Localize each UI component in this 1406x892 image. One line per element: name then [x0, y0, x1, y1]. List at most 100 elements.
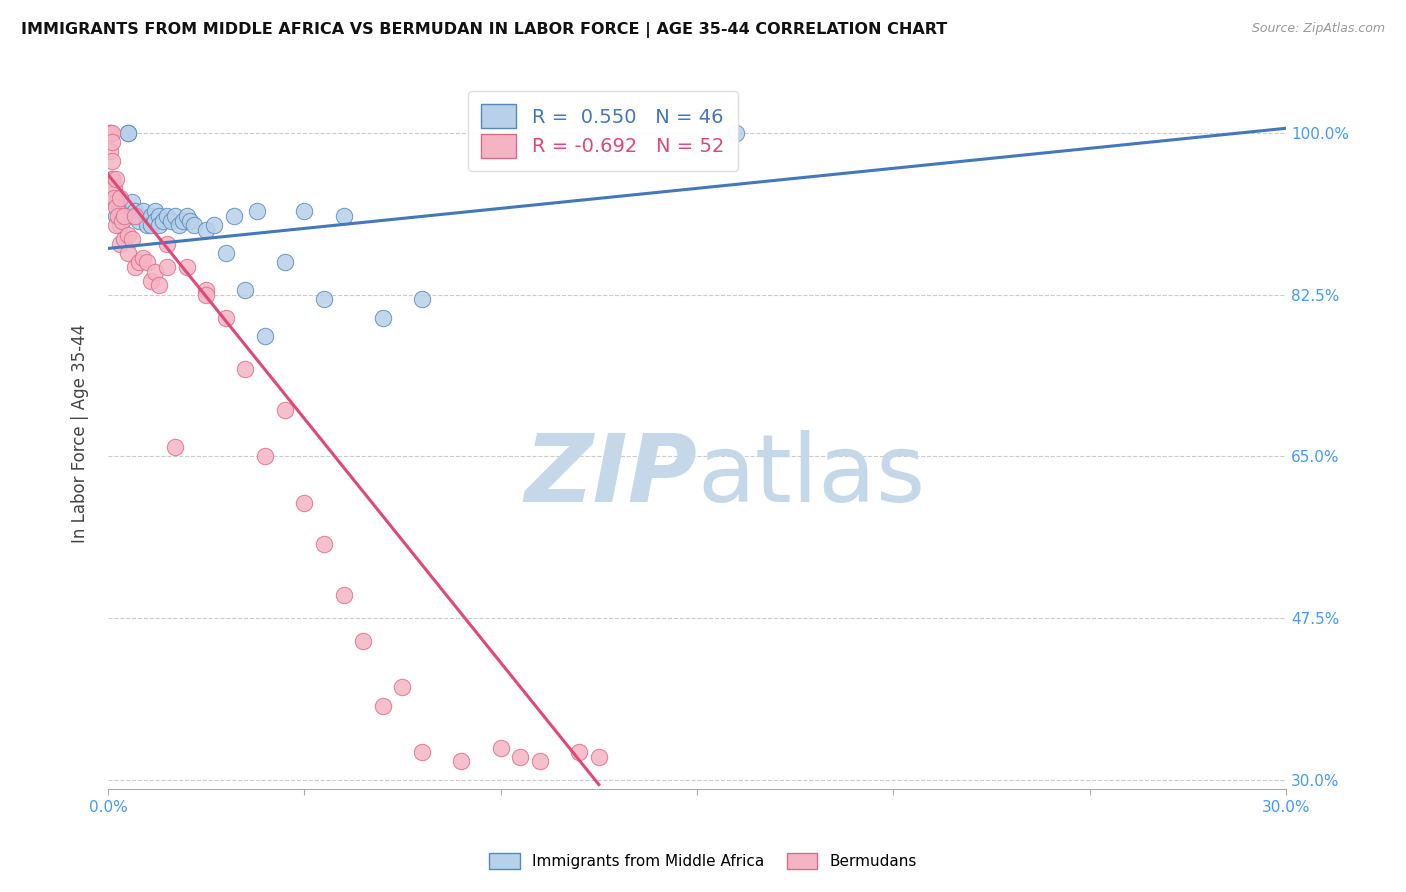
Point [103, 191, 125, 205]
Point [202, 219, 225, 233]
Point [273, 403, 295, 417]
Point [254, 450, 277, 464]
Point [411, 293, 433, 307]
Point [98, 126, 121, 140]
Point [108, 191, 131, 205]
Point [156, 209, 179, 223]
Point [107, 209, 129, 223]
Point [101, 135, 124, 149]
Point [104, 195, 127, 210]
Point [101, 153, 124, 168]
Point [163, 209, 186, 223]
Point [124, 209, 146, 223]
Point [136, 219, 159, 233]
Point [112, 209, 135, 223]
Point [292, 495, 315, 509]
Text: Source: ZipAtlas.com: Source: ZipAtlas.com [1251, 22, 1385, 36]
Point [332, 588, 354, 602]
Point [117, 126, 139, 140]
Point [141, 209, 163, 223]
Point [98, 126, 121, 140]
Point [312, 537, 335, 551]
Point [411, 745, 433, 759]
Point [112, 232, 135, 246]
Point [104, 172, 127, 186]
Point [235, 361, 257, 376]
Point [108, 204, 131, 219]
Point [159, 213, 181, 227]
Point [254, 329, 277, 343]
Point [121, 232, 143, 246]
Point [352, 634, 374, 648]
Point [246, 204, 269, 219]
Point [176, 209, 198, 223]
Point [529, 755, 551, 769]
Point [588, 749, 610, 764]
Point [141, 274, 163, 288]
Point [136, 213, 159, 227]
Point [108, 219, 131, 233]
Point [195, 287, 218, 301]
Point [117, 227, 139, 242]
Text: IMMIGRANTS FROM MIDDLE AFRICA VS BERMUDAN IN LABOR FORCE | AGE 35-44 CORRELATION: IMMIGRANTS FROM MIDDLE AFRICA VS BERMUDA… [21, 22, 948, 38]
Point [235, 283, 257, 297]
Point [292, 204, 315, 219]
Point [509, 749, 531, 764]
Point [195, 283, 218, 297]
Point [148, 278, 170, 293]
Point [371, 698, 394, 713]
Point [148, 209, 170, 223]
Point [101, 172, 124, 186]
Point [152, 213, 174, 227]
Legend: Immigrants from Middle Africa, Bermudans: Immigrants from Middle Africa, Bermudans [482, 847, 924, 875]
Point [103, 181, 125, 195]
Point [104, 200, 127, 214]
Point [172, 213, 194, 227]
Point [371, 310, 394, 325]
Point [156, 260, 179, 274]
Point [391, 681, 413, 695]
Point [148, 219, 170, 233]
Point [121, 209, 143, 223]
Point [568, 745, 591, 759]
Point [112, 209, 135, 223]
Point [128, 213, 150, 227]
Point [101, 172, 124, 186]
Point [132, 251, 155, 265]
Text: atlas: atlas [697, 430, 925, 522]
Point [143, 204, 166, 219]
Point [143, 213, 166, 227]
Point [176, 260, 198, 274]
Point [179, 213, 201, 227]
Point [222, 209, 245, 223]
Point [101, 181, 124, 195]
Point [121, 195, 143, 210]
Point [332, 209, 354, 223]
Point [489, 740, 512, 755]
Text: ZIP: ZIP [524, 430, 697, 522]
Point [132, 204, 155, 219]
Y-axis label: In Labor Force | Age 35-44: In Labor Force | Age 35-44 [72, 324, 89, 543]
Point [725, 126, 748, 140]
Point [312, 293, 335, 307]
Point [163, 440, 186, 454]
Point [104, 209, 127, 223]
Point [450, 755, 472, 769]
Point [183, 219, 205, 233]
Point [98, 145, 121, 159]
Point [136, 255, 159, 269]
Point [117, 126, 139, 140]
Point [104, 219, 127, 233]
Point [215, 246, 238, 260]
Point [128, 255, 150, 269]
Point [143, 264, 166, 278]
Point [124, 204, 146, 219]
Point [195, 223, 218, 237]
Point [273, 255, 295, 269]
Point [108, 236, 131, 251]
Point [111, 213, 134, 227]
Point [101, 126, 124, 140]
Point [215, 310, 238, 325]
Point [128, 209, 150, 223]
Point [167, 219, 190, 233]
